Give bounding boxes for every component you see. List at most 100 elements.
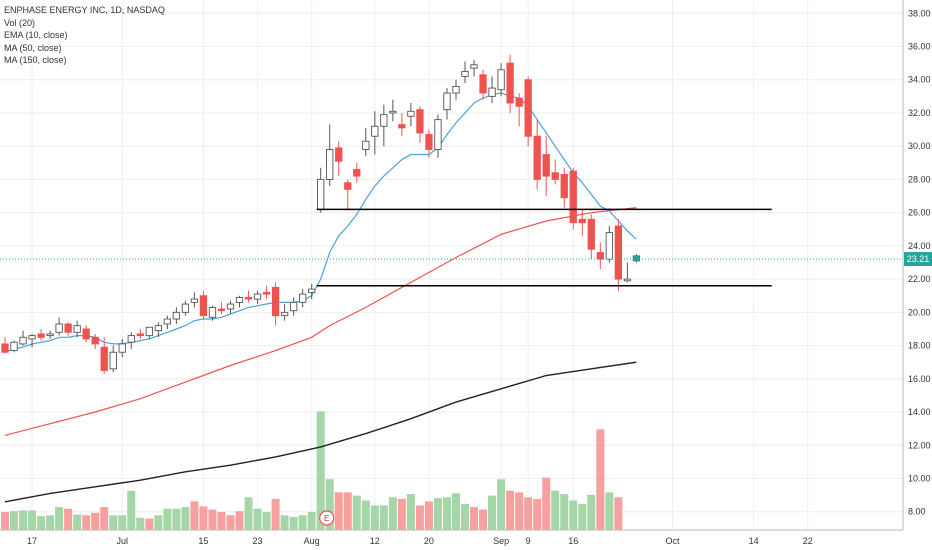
volume-bar bbox=[415, 505, 424, 530]
x-tick-label: 15 bbox=[198, 536, 208, 546]
legend-item-ma50: MA (50, close) bbox=[4, 42, 62, 53]
candle-body bbox=[190, 298, 199, 303]
candle-body bbox=[199, 295, 208, 317]
y-tick-label: 20.00 bbox=[908, 307, 931, 317]
candle-body bbox=[533, 135, 541, 180]
candle-body bbox=[163, 318, 172, 325]
x-tick-label: 23 bbox=[253, 536, 263, 546]
candle-body bbox=[524, 79, 532, 137]
volume-bar bbox=[127, 490, 136, 530]
candle-body bbox=[623, 278, 632, 282]
candle-body bbox=[506, 62, 514, 104]
y-tick-label: 28.00 bbox=[908, 174, 931, 184]
y-tick-label: 18.00 bbox=[908, 341, 931, 351]
candle-body bbox=[299, 293, 307, 303]
volume-bar bbox=[470, 507, 479, 530]
volume-bar bbox=[515, 492, 524, 530]
candle-body bbox=[452, 85, 460, 94]
earnings-marker bbox=[319, 510, 335, 526]
x-tick-label: Sep bbox=[493, 536, 509, 546]
price-badge-label: 23.21 bbox=[907, 254, 930, 264]
candle-body bbox=[262, 291, 271, 295]
candle-body bbox=[82, 328, 90, 340]
candle-body bbox=[587, 218, 595, 250]
candle-body bbox=[172, 311, 181, 320]
volume-bar bbox=[370, 505, 379, 530]
y-tick-label: 14.00 bbox=[908, 407, 931, 417]
candle-body bbox=[542, 154, 550, 177]
candle-body bbox=[569, 170, 577, 224]
candle-body bbox=[37, 333, 45, 338]
volume-bar bbox=[325, 479, 334, 530]
candle-body bbox=[317, 178, 325, 210]
volume-bar bbox=[397, 498, 406, 530]
volume-bar bbox=[533, 498, 542, 530]
y-tick-label: 30.00 bbox=[908, 141, 931, 151]
volume-bar bbox=[28, 510, 37, 530]
y-tick-label: 12.00 bbox=[908, 440, 931, 450]
volume-bar bbox=[253, 508, 262, 530]
candle-body bbox=[64, 323, 72, 333]
candle-body-last bbox=[633, 255, 640, 261]
volume-bar bbox=[587, 494, 596, 530]
y-tick-label: 32.00 bbox=[908, 108, 931, 118]
candle-body bbox=[416, 109, 424, 134]
y-tick-label: 36.00 bbox=[908, 42, 931, 52]
volume-bar bbox=[163, 508, 172, 530]
candle-body bbox=[335, 147, 343, 162]
candle-body bbox=[605, 232, 613, 260]
volume-bar bbox=[424, 501, 433, 530]
volume-bar bbox=[560, 494, 569, 530]
candle-body bbox=[109, 351, 117, 370]
candle-body bbox=[235, 296, 244, 303]
candle-body bbox=[470, 64, 478, 69]
price-badge bbox=[904, 252, 932, 267]
volume-bar bbox=[343, 492, 352, 530]
volume-bar bbox=[379, 505, 388, 530]
y-tick-label: 16.00 bbox=[908, 374, 931, 384]
volume-bar bbox=[289, 516, 298, 530]
candle-body bbox=[118, 343, 126, 353]
volume-bar bbox=[298, 515, 307, 530]
volume-bar bbox=[433, 498, 442, 530]
x-tick-label: 16 bbox=[568, 536, 578, 546]
volume-bar bbox=[37, 516, 46, 530]
candle-body bbox=[55, 323, 63, 333]
volume-bar bbox=[280, 515, 289, 530]
candle-body bbox=[181, 303, 190, 313]
x-tick-label: 22 bbox=[803, 536, 813, 546]
x-tick-label: Jul bbox=[117, 536, 129, 546]
volume-bar bbox=[271, 498, 280, 530]
volume-bar bbox=[82, 515, 91, 530]
chart-legend: ENPHASE ENERGY INC, 1D, NASDAQ Vol (20) … bbox=[4, 4, 165, 67]
volume-bar bbox=[19, 510, 28, 530]
volume-bar bbox=[136, 517, 145, 530]
candle-body bbox=[280, 311, 289, 317]
volume-bar bbox=[64, 508, 73, 530]
candle-body bbox=[136, 333, 144, 337]
candle-body bbox=[425, 134, 433, 150]
candle-body bbox=[434, 119, 442, 150]
legend-item-ema: EMA (10, close) bbox=[4, 30, 68, 40]
candle-body bbox=[154, 325, 162, 332]
candle-body bbox=[46, 333, 54, 337]
volume-bar bbox=[145, 518, 154, 530]
candle-body bbox=[308, 288, 316, 293]
candle-body bbox=[398, 124, 406, 129]
volume-bar bbox=[172, 508, 181, 530]
volume-bar bbox=[578, 503, 587, 530]
volume-bar bbox=[542, 477, 551, 530]
volume-bar bbox=[55, 507, 64, 530]
volume-bar bbox=[109, 515, 118, 530]
candle-body bbox=[244, 296, 253, 300]
candle-body bbox=[10, 341, 18, 352]
candle-body bbox=[497, 69, 505, 91]
candle-body bbox=[326, 149, 334, 180]
candle-body bbox=[1, 343, 9, 353]
x-tick-label: Oct bbox=[665, 536, 680, 546]
candle-body bbox=[91, 336, 99, 345]
volume-bar bbox=[10, 511, 19, 530]
volume-bar bbox=[190, 501, 199, 530]
volume-bar bbox=[461, 503, 470, 530]
